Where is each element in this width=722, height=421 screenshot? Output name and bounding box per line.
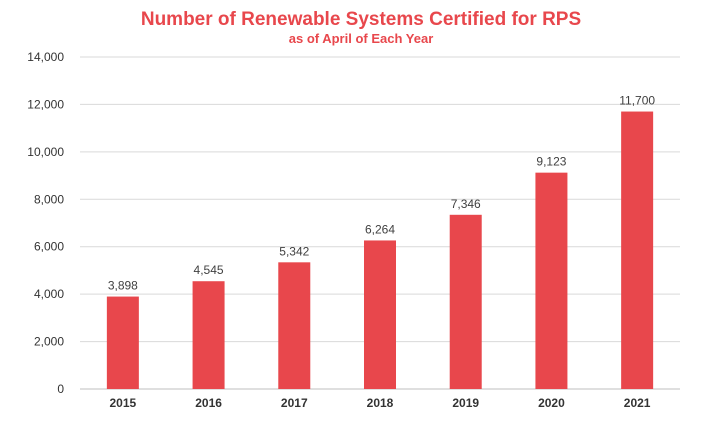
- bar: [535, 172, 568, 389]
- bar: [364, 240, 396, 389]
- data-label: 3,898: [108, 279, 138, 293]
- x-tick-label: 2015: [110, 396, 137, 410]
- y-tick-label: 0: [57, 382, 64, 396]
- x-tick-label: 2020: [538, 396, 565, 410]
- bar: [449, 214, 482, 389]
- data-label: 9,123: [536, 155, 566, 169]
- bar: [106, 296, 139, 389]
- data-label: 11,700: [619, 94, 655, 108]
- x-tick-label: 2019: [452, 396, 479, 410]
- y-tick-label: 14,000: [27, 50, 64, 64]
- data-label: 5,342: [279, 244, 309, 258]
- y-tick-label: 2,000: [34, 335, 64, 349]
- y-tick-label: 12,000: [27, 97, 64, 111]
- data-label: 6,264: [365, 222, 395, 236]
- y-tick-label: 10,000: [27, 145, 64, 159]
- chart-title: Number of Renewable Systems Certified fo…: [140, 9, 582, 30]
- y-tick-label: 8,000: [34, 192, 64, 206]
- bar: [278, 262, 311, 389]
- x-tick-label: 2016: [195, 396, 222, 410]
- data-label: 4,545: [194, 263, 224, 277]
- data-label: 7,346: [451, 197, 481, 211]
- y-tick-label: 6,000: [34, 240, 64, 254]
- x-tick-label: 2018: [367, 396, 394, 410]
- chart-subtitle: as of April of Each Year: [288, 31, 434, 46]
- y-tick-label: 4,000: [34, 287, 64, 301]
- x-tick-label: 2021: [624, 396, 651, 410]
- x-tick-label: 2017: [281, 396, 308, 410]
- bar: [621, 111, 654, 390]
- bar: [192, 281, 225, 389]
